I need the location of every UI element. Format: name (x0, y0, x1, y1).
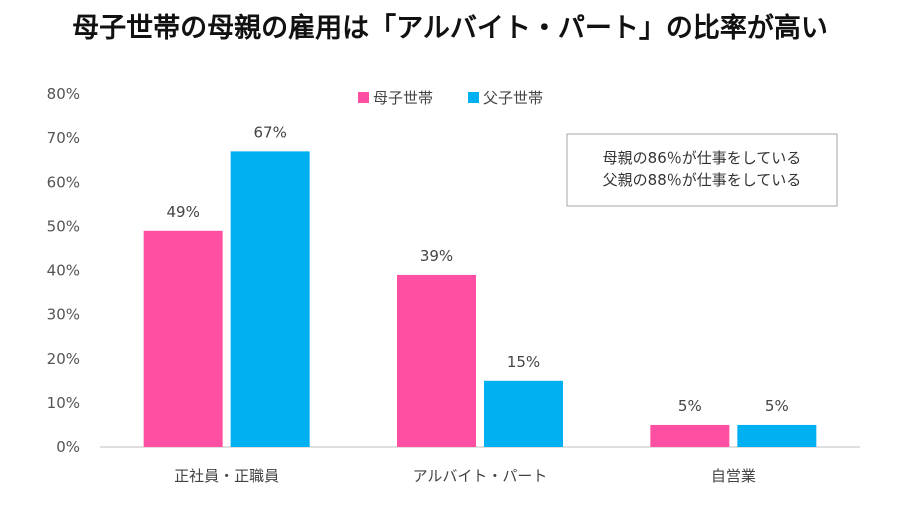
y-tick-label: 20% (47, 350, 80, 368)
legend: 母子世帯 父子世帯 (358, 89, 543, 107)
y-tick-label: 40% (47, 262, 80, 280)
legend-swatch-father (468, 92, 479, 103)
y-tick-label: 50% (47, 217, 80, 235)
category-label: アルバイト・パート (413, 467, 548, 485)
bar-mother-2 (650, 424, 730, 447)
bars (143, 151, 817, 448)
bar-father-2 (737, 424, 817, 447)
note-line: 父親の88％が仕事をしている (603, 171, 802, 189)
chart-title: 母子世帯の母親の雇用は「アルバイト・パート」の比率が高い (72, 13, 828, 44)
y-axis-ticks: 0% 10% 20% 30% 40% 50% 60% 70% 80% (47, 85, 80, 456)
data-label: 5% (678, 397, 702, 415)
bar-father-1 (484, 380, 563, 447)
data-label: 49% (166, 203, 199, 221)
legend-swatch-mother (358, 92, 369, 103)
y-tick-label: 70% (47, 129, 80, 147)
data-labels: 49% 67% 39% 15% 5% 5% (166, 123, 788, 415)
data-label: 15% (507, 353, 540, 371)
legend-label: 父子世帯 (483, 89, 543, 107)
y-tick-label: 10% (47, 394, 80, 412)
y-tick-label: 80% (47, 85, 80, 103)
note-line: 母親の86％が仕事をしている (603, 149, 802, 167)
legend-label: 母子世帯 (373, 89, 433, 107)
data-label: 5% (765, 397, 789, 415)
y-tick-label: 0% (56, 438, 80, 456)
bar-mother-1 (397, 274, 476, 447)
note-box-frame (566, 133, 838, 207)
bar-father-0 (230, 151, 310, 448)
data-label: 67% (253, 123, 286, 141)
data-label: 39% (420, 247, 453, 265)
category-labels: 正社員・正職員 アルバイト・パート 自営業 (174, 467, 756, 485)
y-tick-label: 30% (47, 306, 80, 324)
bar-mother-0 (143, 230, 223, 447)
category-label: 正社員・正職員 (174, 467, 279, 485)
category-label: 自営業 (711, 467, 756, 485)
y-tick-label: 60% (47, 173, 80, 191)
